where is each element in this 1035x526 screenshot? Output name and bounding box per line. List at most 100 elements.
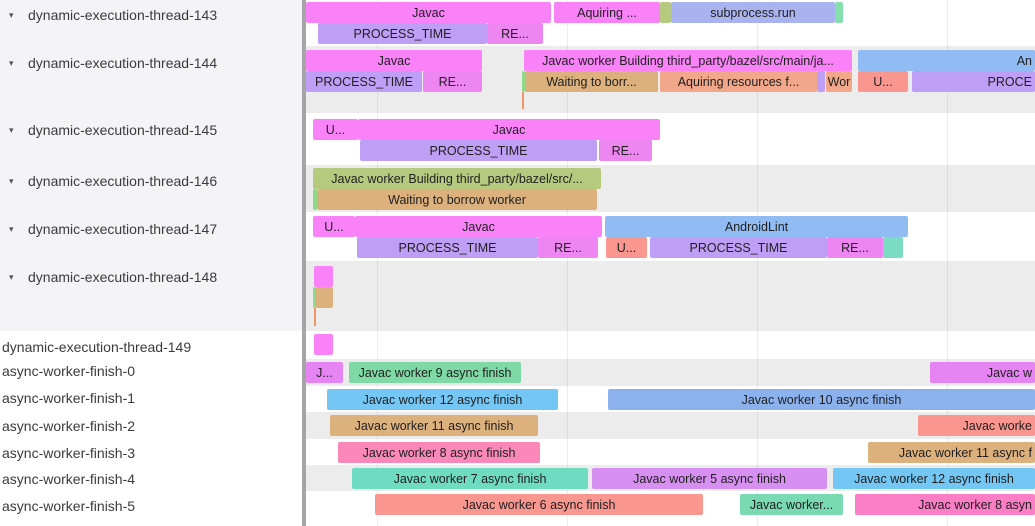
track-name-label: dynamic-execution-thread-149 — [2, 339, 192, 355]
slice-label: Aquiring ... — [577, 5, 637, 20]
track-name-label: dynamic-execution-thread-147 — [28, 221, 218, 237]
slice-label: Javac w — [986, 365, 1032, 380]
timeline-slice[interactable]: Javac worker 8 asyn — [855, 494, 1035, 515]
sidebar-item-async-worker-finish-5[interactable]: async-worker-finish-5 — [0, 497, 300, 515]
timeline-slice[interactable] — [314, 334, 333, 355]
sidebar-item-dynamic-execution-thread-143[interactable]: ▾ dynamic-execution-thread-143 — [0, 6, 300, 24]
timeline-slice[interactable]: Javac worker 6 async finish — [375, 494, 703, 515]
timeline-slice[interactable]: J... — [306, 362, 343, 383]
slice-label: Javac — [462, 219, 495, 234]
sidebar-item-dynamic-execution-thread-148[interactable]: ▾ dynamic-execution-thread-148 — [0, 268, 300, 286]
timeline-slice[interactable]: Javac — [306, 50, 482, 71]
timeline-slice[interactable]: RE... — [538, 237, 598, 258]
track-name-label: dynamic-execution-thread-148 — [28, 269, 218, 285]
slice-label: U... — [324, 219, 344, 234]
timeline-slice[interactable]: U... — [313, 119, 358, 140]
timeline-slice[interactable]: Javac worker... — [740, 494, 843, 515]
panel-divider — [302, 0, 306, 526]
timeline-slice[interactable] — [835, 2, 843, 23]
timeline-slice[interactable]: AndroidLint — [605, 216, 908, 237]
timeline-gridline — [757, 0, 758, 526]
sidebar-item-dynamic-execution-thread-146[interactable]: ▾ dynamic-execution-thread-146 — [0, 172, 300, 190]
timeline-slice[interactable] — [817, 71, 825, 92]
timeline-slice[interactable]: Javac worker 12 async finish — [327, 389, 558, 410]
timeline-slice[interactable]: RE... — [487, 23, 543, 44]
slice-label: Wor — [827, 74, 851, 89]
timeline-gridline — [377, 0, 378, 526]
timeline-slice[interactable]: Javac — [355, 216, 602, 237]
slice-label: Waiting to borr... — [546, 74, 637, 89]
timeline-slice[interactable]: Aquiring ... — [554, 2, 660, 23]
slice-label: Javac worker 11 async f — [898, 445, 1032, 460]
timeline-slice[interactable]: Javac worker Building third_party/bazel/… — [313, 168, 601, 189]
timeline-slice[interactable]: Aquiring resources f... — [660, 71, 817, 92]
timeline-slice[interactable]: Wor — [826, 71, 852, 92]
collapse-arrow-icon[interactable]: ▾ — [9, 271, 14, 282]
sidebar-item-async-worker-finish-0[interactable]: async-worker-finish-0 — [0, 362, 300, 380]
timeline-slice[interactable]: RE... — [827, 237, 883, 258]
timeline-slice[interactable]: RE... — [599, 140, 652, 161]
collapse-arrow-icon[interactable]: ▾ — [9, 175, 14, 186]
timeline-slice[interactable]: Javac worke — [918, 415, 1035, 436]
timeline-slice[interactable]: Javac w — [930, 362, 1035, 383]
timeline-slice[interactable]: Javac — [306, 2, 551, 23]
timeline-slice[interactable] — [660, 2, 671, 23]
slice-label: J... — [316, 365, 333, 380]
timeline-slice[interactable] — [522, 71, 525, 92]
timeline-slice[interactable] — [313, 287, 315, 308]
timeline-slice[interactable]: Javac worker 11 async f — [868, 442, 1035, 463]
timeline-slice[interactable]: Javac — [358, 119, 660, 140]
track-name-panel: ▾ dynamic-execution-thread-143 ▾ dynamic-ex… — [0, 0, 302, 526]
sidebar-item-dynamic-execution-thread-147[interactable]: ▾ dynamic-execution-thread-147 — [0, 220, 300, 238]
timeline-slice[interactable]: Javac worker 12 async finish — [833, 468, 1035, 489]
slice-label: Javac worker 11 async finish — [354, 418, 514, 433]
timeline-slice[interactable]: PROCESS_TIME — [318, 23, 487, 44]
timeline-slice[interactable]: U... — [858, 71, 908, 92]
timeline-slice[interactable]: An — [858, 50, 1035, 71]
collapse-arrow-icon[interactable]: ▾ — [9, 223, 14, 234]
timeline-slice[interactable]: Waiting to borr... — [525, 71, 658, 92]
timeline-slice[interactable]: U... — [606, 237, 647, 258]
slice-label: Javac worker 12 async finish — [362, 392, 523, 407]
tick-mark[interactable] — [314, 308, 316, 326]
collapse-arrow-icon[interactable]: ▾ — [9, 57, 14, 68]
tick-mark[interactable] — [522, 92, 524, 109]
slice-label: AndroidLint — [724, 219, 789, 234]
timeline-slice[interactable]: Javac worker Building third_party/bazel/… — [524, 50, 852, 71]
sidebar-item-async-worker-finish-3[interactable]: async-worker-finish-3 — [0, 444, 300, 462]
timeline-slice[interactable] — [314, 266, 333, 287]
timeline-slice[interactable]: Javac worker 10 async finish — [608, 389, 1035, 410]
track-name-label: dynamic-execution-thread-143 — [28, 7, 218, 23]
timeline-slice[interactable]: Javac worker 9 async finish — [349, 362, 521, 383]
timeline-slice[interactable]: PROCESS_TIME — [360, 140, 597, 161]
timeline-slice[interactable] — [883, 237, 903, 258]
collapse-arrow-icon[interactable]: ▾ — [9, 9, 14, 20]
timeline-slice[interactable]: Javac worker 11 async finish — [330, 415, 538, 436]
timeline-slice[interactable]: PROCESS_TIME — [650, 237, 827, 258]
track-name-label: dynamic-execution-thread-145 — [28, 122, 218, 138]
sidebar-item-dynamic-execution-thread-149[interactable]: dynamic-execution-thread-149 — [0, 338, 300, 356]
sidebar-item-async-worker-finish-4[interactable]: async-worker-finish-4 — [0, 470, 300, 488]
track-name-label: async-worker-finish-4 — [2, 471, 136, 487]
collapse-arrow-icon[interactable]: ▾ — [9, 124, 14, 135]
slice-label: RE... — [841, 240, 869, 255]
timeline-slice[interactable]: PROCESS_TIME — [357, 237, 538, 258]
timeline-slice[interactable]: U... — [313, 216, 355, 237]
sidebar-item-async-worker-finish-1[interactable]: async-worker-finish-1 — [0, 389, 300, 407]
timeline-slice[interactable]: Javac worker 5 async finish — [592, 468, 827, 489]
sidebar-item-dynamic-execution-thread-145[interactable]: ▾ dynamic-execution-thread-145 — [0, 121, 300, 139]
timeline-slice[interactable]: PROCE — [912, 71, 1035, 92]
timeline-slice[interactable] — [313, 189, 317, 210]
timeline-slice[interactable]: subprocess.run — [671, 2, 835, 23]
track-name-label: async-worker-finish-5 — [2, 498, 136, 514]
timeline-slice[interactable] — [315, 287, 333, 308]
sidebar-item-async-worker-finish-2[interactable]: async-worker-finish-2 — [0, 417, 300, 435]
timeline-slice[interactable]: Javac worker 7 async finish — [352, 468, 588, 489]
sidebar-item-dynamic-execution-thread-144[interactable]: ▾ dynamic-execution-thread-144 — [0, 54, 300, 72]
timeline-slice[interactable]: RE... — [423, 71, 482, 92]
timeline-slice[interactable]: PROCESS_TIME — [306, 71, 422, 92]
timeline-slice[interactable]: Waiting to borrow worker — [317, 189, 597, 210]
timeline-slice[interactable]: Javac worker 8 async finish — [338, 442, 540, 463]
slice-label: Javac worker 9 async finish — [358, 365, 512, 380]
